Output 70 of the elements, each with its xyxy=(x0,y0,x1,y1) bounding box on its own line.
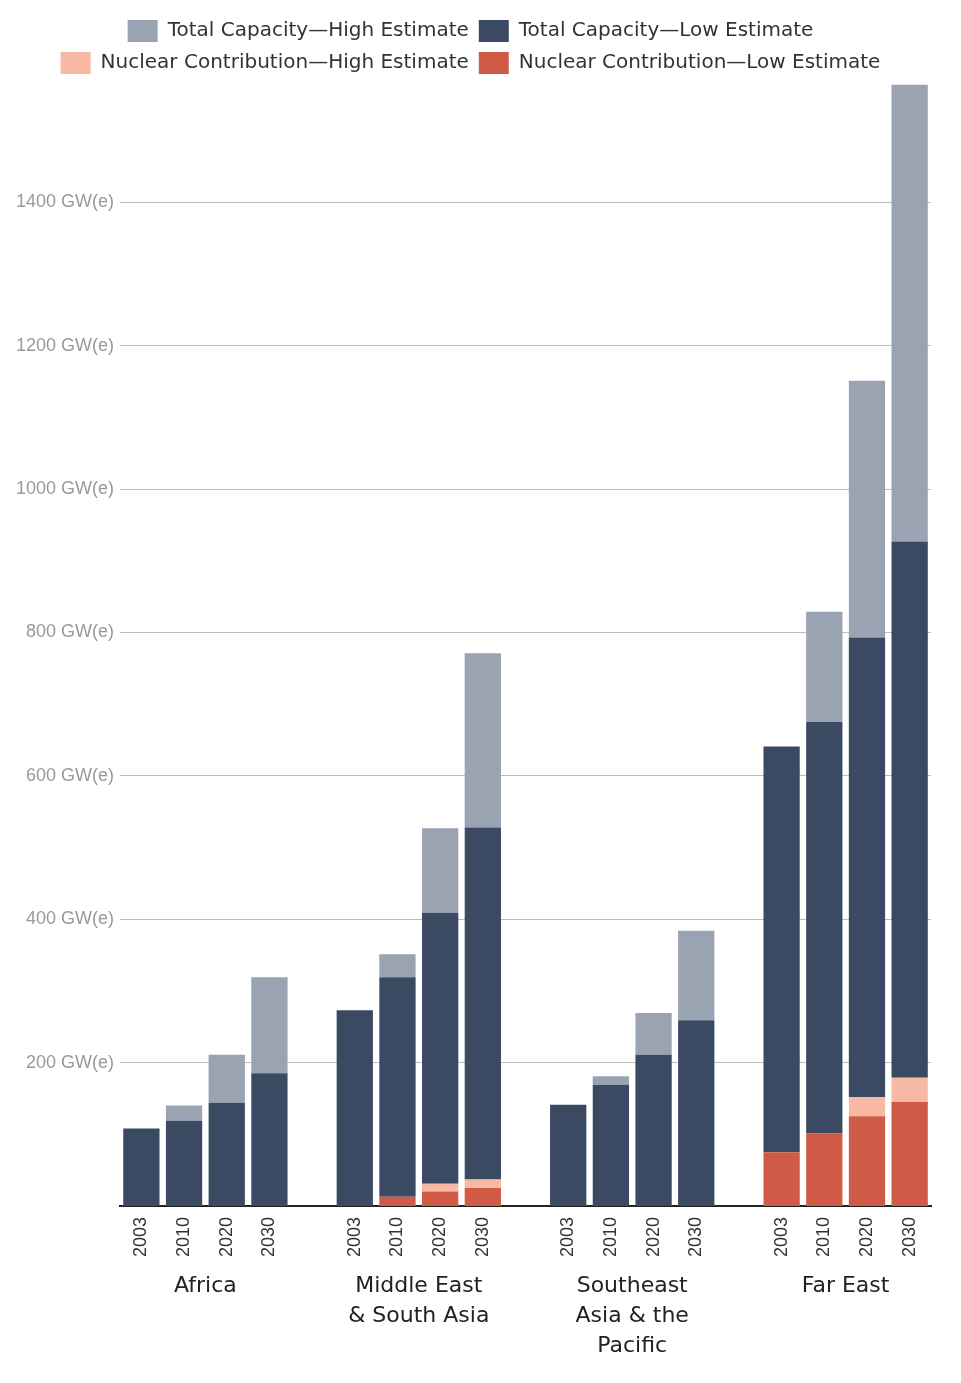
bar xyxy=(422,912,459,1184)
text: Far East xyxy=(800,1271,891,1299)
bar xyxy=(208,1054,245,1103)
x-tick-label: 2003 xyxy=(343,1216,364,1257)
y-tick-label: 200 GW(e) xyxy=(26,1051,115,1072)
y-tick-label: 600 GW(e) xyxy=(26,764,115,785)
bar xyxy=(848,1096,886,1117)
bar xyxy=(848,637,886,1097)
legend-label: Total Capacity—Low Estimate xyxy=(517,17,814,42)
x-tick-label: 2020 xyxy=(855,1216,876,1257)
bar xyxy=(763,746,800,1153)
bar xyxy=(336,1010,373,1206)
x-tick-label: 2030 xyxy=(258,1216,279,1257)
x-tick-label: 2010 xyxy=(813,1216,834,1257)
bar xyxy=(848,1116,886,1206)
bar xyxy=(891,84,928,542)
bar xyxy=(678,930,715,1021)
bar xyxy=(635,1013,672,1055)
bar xyxy=(422,1191,459,1206)
bar xyxy=(592,1076,630,1085)
bar xyxy=(123,1128,160,1206)
x-tick-label: 2010 xyxy=(173,1216,194,1257)
bar xyxy=(464,1179,501,1189)
bar xyxy=(464,653,501,828)
legend-label: Nuclear Contribution—High Estimate xyxy=(100,49,469,74)
bar xyxy=(251,977,288,1074)
x-tick-label: 2010 xyxy=(599,1216,620,1257)
x-tick-label: 2020 xyxy=(642,1216,663,1257)
x-tick-label: 2020 xyxy=(215,1216,236,1257)
y-tick-label: 1000 GW(e) xyxy=(15,478,115,499)
x-tick-label: 2030 xyxy=(898,1216,919,1257)
legend-label: Total Capacity—High Estimate xyxy=(166,17,469,42)
bar xyxy=(848,380,886,638)
x-tick-label: 2020 xyxy=(429,1216,450,1257)
bar xyxy=(422,1183,459,1192)
x-tick-label: 2030 xyxy=(685,1216,706,1257)
bar xyxy=(763,1152,800,1206)
bar xyxy=(550,1104,587,1206)
y-tick-label: 400 GW(e) xyxy=(26,908,115,929)
bar xyxy=(891,541,928,1078)
bar xyxy=(208,1102,245,1206)
legend-label: Nuclear Contribution—Low Estimate xyxy=(518,49,881,74)
bar xyxy=(635,1054,672,1206)
bar xyxy=(379,977,416,1197)
y-tick-label: 1400 GW(e) xyxy=(15,191,115,212)
bar xyxy=(891,1077,928,1103)
bar xyxy=(806,722,843,1134)
bar xyxy=(165,1105,203,1121)
bar xyxy=(806,1133,843,1206)
bar xyxy=(678,1020,715,1206)
x-tick-label: 2003 xyxy=(770,1216,791,1257)
bar xyxy=(251,1073,288,1206)
bar xyxy=(422,828,459,913)
text: Middle East & South Asia xyxy=(347,1271,491,1329)
y-tick-label: 800 GW(e) xyxy=(26,621,115,642)
bar xyxy=(165,1120,203,1206)
x-tick-label: 2010 xyxy=(386,1216,407,1257)
x-tick-label: 2030 xyxy=(471,1216,492,1257)
bar xyxy=(464,1188,501,1206)
bar xyxy=(464,827,501,1180)
x-tick-label: 2003 xyxy=(130,1216,151,1257)
text: Southeast Asia & the Pacific xyxy=(574,1271,690,1359)
bar xyxy=(891,1102,928,1206)
x-tick-label: 2003 xyxy=(557,1216,578,1257)
text: Africa xyxy=(173,1271,238,1299)
y-tick-label: 1200 GW(e) xyxy=(15,334,115,355)
bar xyxy=(806,611,843,723)
bar xyxy=(379,954,416,978)
bar xyxy=(592,1084,630,1206)
bar xyxy=(379,1196,416,1206)
